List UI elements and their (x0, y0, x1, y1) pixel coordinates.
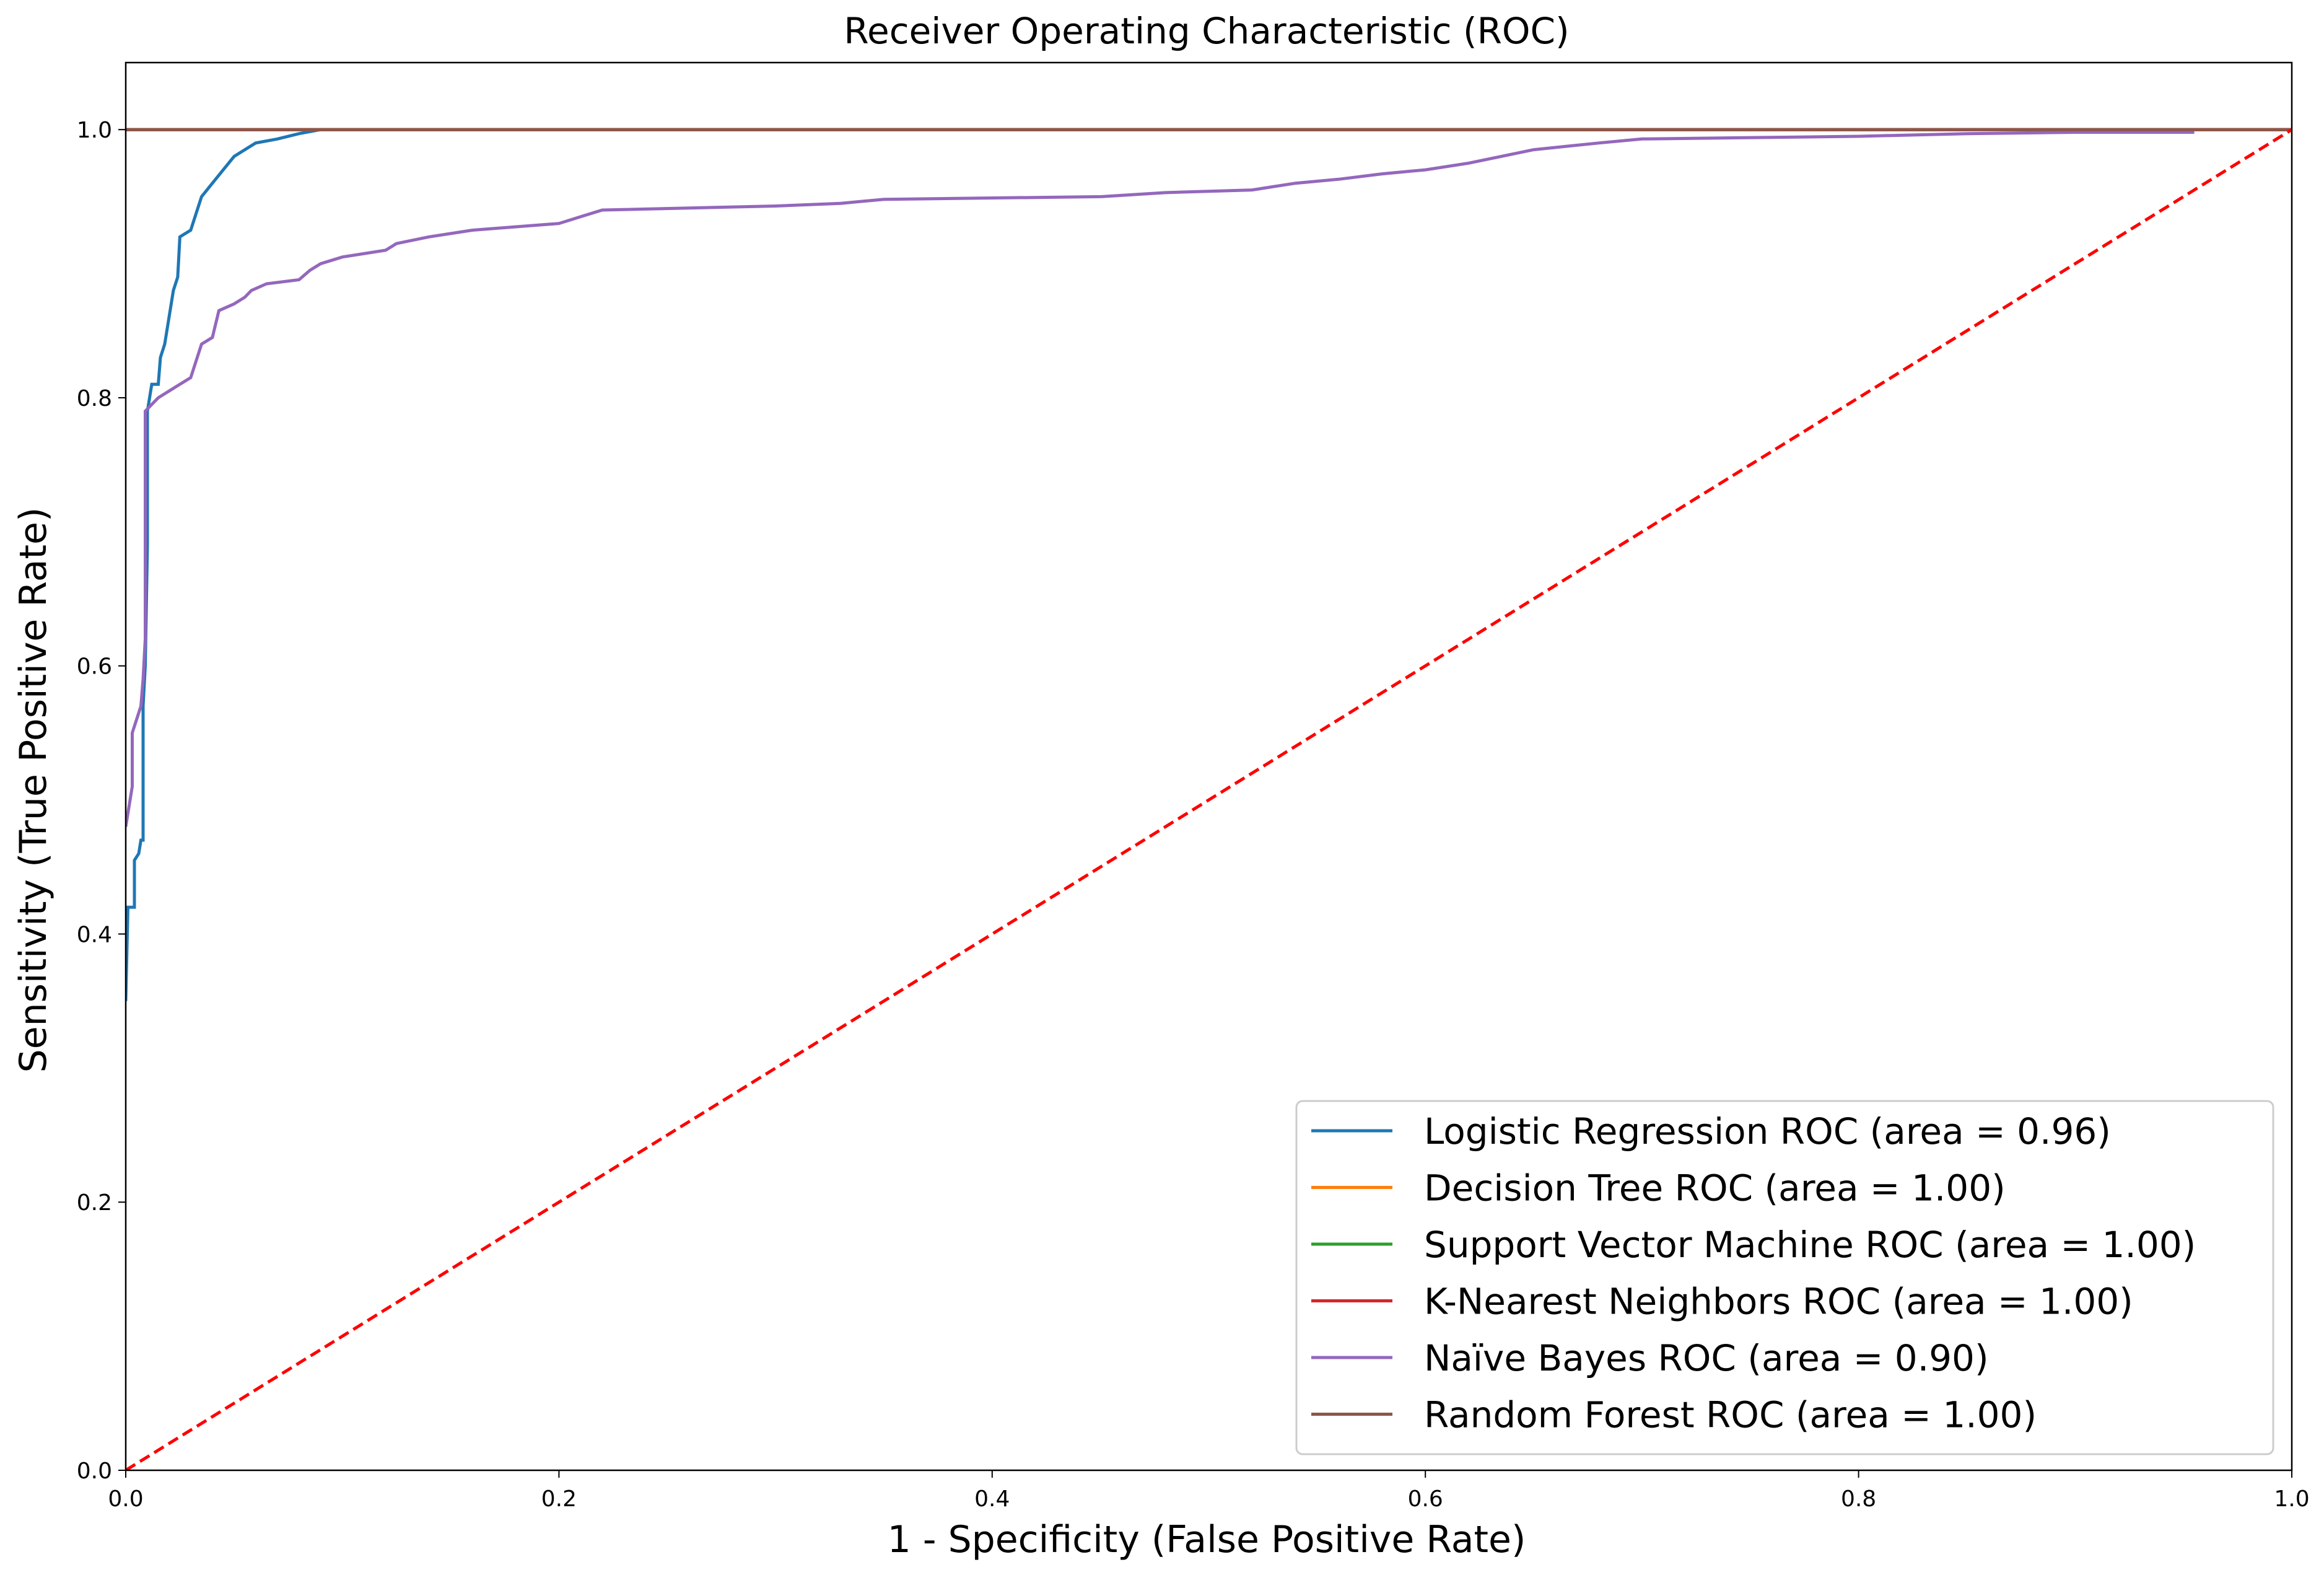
x-axis-label: 1 - Specificity (False Positive Rate) (888, 1518, 1526, 1561)
legend-label-2: Support Vector Machine ROC (area = 1.00) (1424, 1224, 2196, 1266)
reference-diagonal-line (126, 128, 2292, 1470)
legend-label-0: Logistic Regression ROC (area = 0.96) (1424, 1110, 2111, 1152)
y-tick-label: 0.4 (77, 922, 112, 947)
x-tick-label: 1.0 (2274, 1486, 2309, 1512)
legend-label-4: Naïve Bayes ROC (area = 0.90) (1424, 1337, 1989, 1379)
y-tick-label: 0.2 (77, 1190, 112, 1216)
legend-label-3: K-Nearest Neighbors ROC (area = 1.00) (1424, 1281, 2133, 1323)
series-line-0 (126, 128, 2292, 1001)
series-line-4 (126, 131, 2195, 827)
series-lines (126, 128, 2292, 1470)
x-tick-label: 0.2 (541, 1486, 577, 1512)
y-tick-label: 0.6 (77, 654, 112, 680)
legend-label-1: Decision Tree ROC (area = 1.00) (1424, 1167, 2006, 1209)
x-tick-label: 0.0 (108, 1486, 143, 1512)
x-tick-label: 0.8 (1841, 1486, 1876, 1512)
chart-title: Receiver Operating Characteristic (ROC) (844, 10, 1569, 52)
x-tick-label: 0.6 (1408, 1486, 1443, 1512)
legend: Logistic Regression ROC (area = 0.96) Dec… (1295, 1100, 2274, 1455)
y-tick-label: 0.8 (77, 386, 112, 411)
y-tick-label: 1.0 (77, 118, 112, 143)
y-tick-label: 0.0 (77, 1459, 112, 1484)
plot-area: 0.0 0.2 0.4 0.6 0.8 1.0 0.0 0.2 0.4 0.6 0.8 1.0 (77, 61, 2310, 1512)
legend-box (1295, 1100, 2274, 1455)
legend-label-5: Random Forest ROC (area = 1.00) (1424, 1394, 2037, 1436)
x-tick-label: 0.4 (974, 1486, 1010, 1512)
plot-frame (124, 61, 2293, 1472)
y-axis-label: Sensitivity (True Positive Rate) (12, 507, 55, 1073)
